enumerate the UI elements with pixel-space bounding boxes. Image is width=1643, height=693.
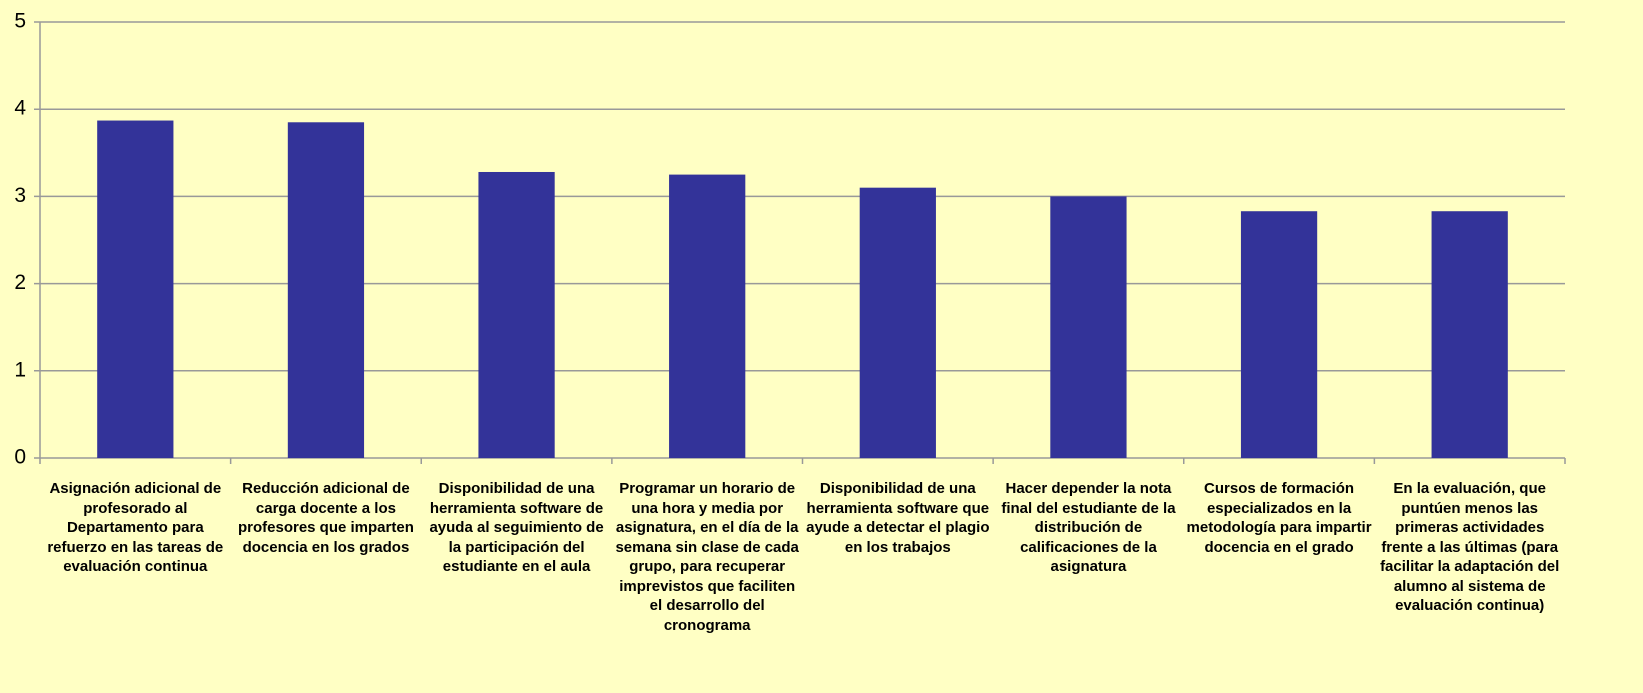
y-tick-label: 0: [14, 446, 26, 469]
x-tick-label: Asignación adicional de profesorado al D…: [47, 480, 224, 575]
y-tick-label: 1: [14, 358, 26, 381]
x-tick-label: Disponibilidad de una herramienta softwa…: [806, 480, 990, 556]
bar: [1240, 211, 1318, 458]
x-tick-label: Hacer depender la nota final del estudia…: [1001, 480, 1176, 575]
bar: [859, 187, 936, 458]
bar: [97, 120, 174, 458]
x-tick-label: En la evaluación, que puntúen menos las …: [1380, 480, 1560, 614]
y-tick-label: 2: [14, 271, 26, 294]
bar: [1431, 211, 1508, 458]
x-tick-label: Disponibilidad de una herramienta softwa…: [429, 480, 604, 575]
bar: [1050, 196, 1127, 458]
x-tick-label: Cursos de formación especializados en la…: [1186, 480, 1372, 556]
y-tick-label: 5: [14, 10, 26, 33]
y-tick-label: 3: [14, 184, 26, 207]
bar: [478, 171, 555, 458]
bar: [669, 174, 746, 458]
x-tick-label: Programar un horario de una hora y media…: [615, 480, 799, 634]
y-tick-label: 4: [14, 97, 26, 120]
x-tick-label: Reducción adicional de carga docente a l…: [237, 480, 414, 556]
bar: [287, 122, 365, 458]
